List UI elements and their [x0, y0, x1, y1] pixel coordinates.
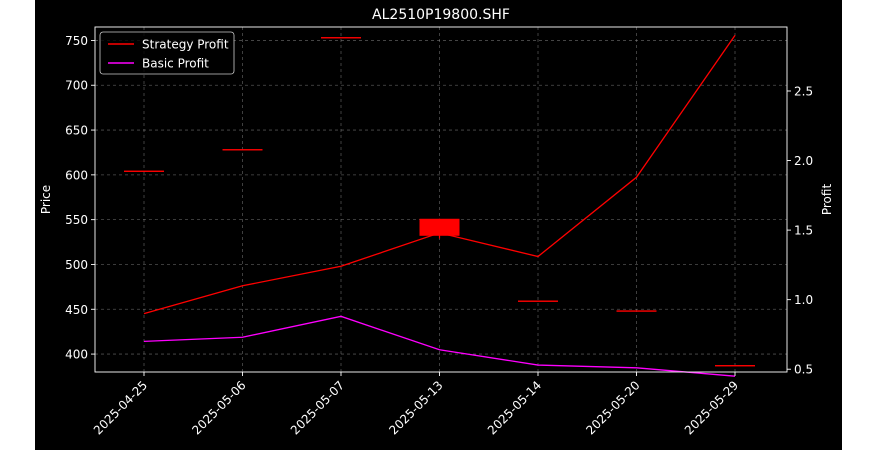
- chart-figure: 400 450 500 550 600 650 700 750 0.5 1.0 1.5 2.0 2.5 2…: [35, 0, 842, 450]
- candle-body: [419, 218, 460, 236]
- x-tick-label: 2025-05-20: [583, 378, 642, 437]
- y2-axis-label: Profit: [820, 184, 834, 216]
- legend-label: Strategy Profit: [142, 38, 229, 52]
- x-tick-label: 2025-05-14: [485, 378, 544, 437]
- candle-body: [124, 170, 164, 172]
- y2-tick-label: 2.5: [794, 84, 813, 98]
- x-tick-label: 2025-05-06: [189, 378, 248, 437]
- series-lines: [143, 34, 736, 377]
- series-line: [143, 34, 736, 315]
- chart-title: AL2510P19800.SHF: [372, 7, 510, 23]
- x-tick-label: 2025-04-25: [91, 378, 150, 437]
- y2-tick-label: 0.5: [794, 363, 813, 377]
- y-axis-label: Price: [39, 185, 53, 214]
- candle-body: [321, 37, 361, 39]
- candle-body: [222, 149, 263, 151]
- y2-tick-label: 2.0: [794, 154, 813, 168]
- y-tick-label: 650: [65, 124, 88, 138]
- y-tick-label: 600: [65, 168, 88, 182]
- y2-tick-label: 1.0: [794, 293, 813, 307]
- series-line: [143, 315, 736, 377]
- axes-spine: [94, 26, 788, 373]
- candle-body: [518, 300, 558, 302]
- y-tick-label: 750: [65, 34, 88, 48]
- grid-lines: [95, 27, 787, 372]
- chart-svg: 400 450 500 550 600 650 700 750 0.5 1.0 1.5 2.0 2.5 2…: [39, 7, 834, 437]
- y2-tick-label: 1.5: [794, 224, 813, 238]
- legend-label: Basic Profit: [142, 57, 209, 71]
- plot-area: [95, 27, 787, 372]
- y-tick-label: 500: [65, 258, 88, 272]
- candle-body: [715, 365, 755, 367]
- y-tick-label: 550: [65, 213, 88, 227]
- x-tick-label: 2025-05-13: [386, 378, 445, 437]
- y-tick-label: 700: [65, 79, 88, 93]
- x-tick-label: 2025-05-29: [682, 378, 741, 437]
- y-tick-label: 450: [65, 303, 88, 317]
- candles: [124, 37, 755, 367]
- x-tick-label: 2025-05-07: [288, 378, 347, 437]
- y-tick-label: 400: [65, 348, 88, 362]
- candle-body: [616, 310, 657, 312]
- legend: Strategy Profit Basic Profit: [99, 31, 235, 75]
